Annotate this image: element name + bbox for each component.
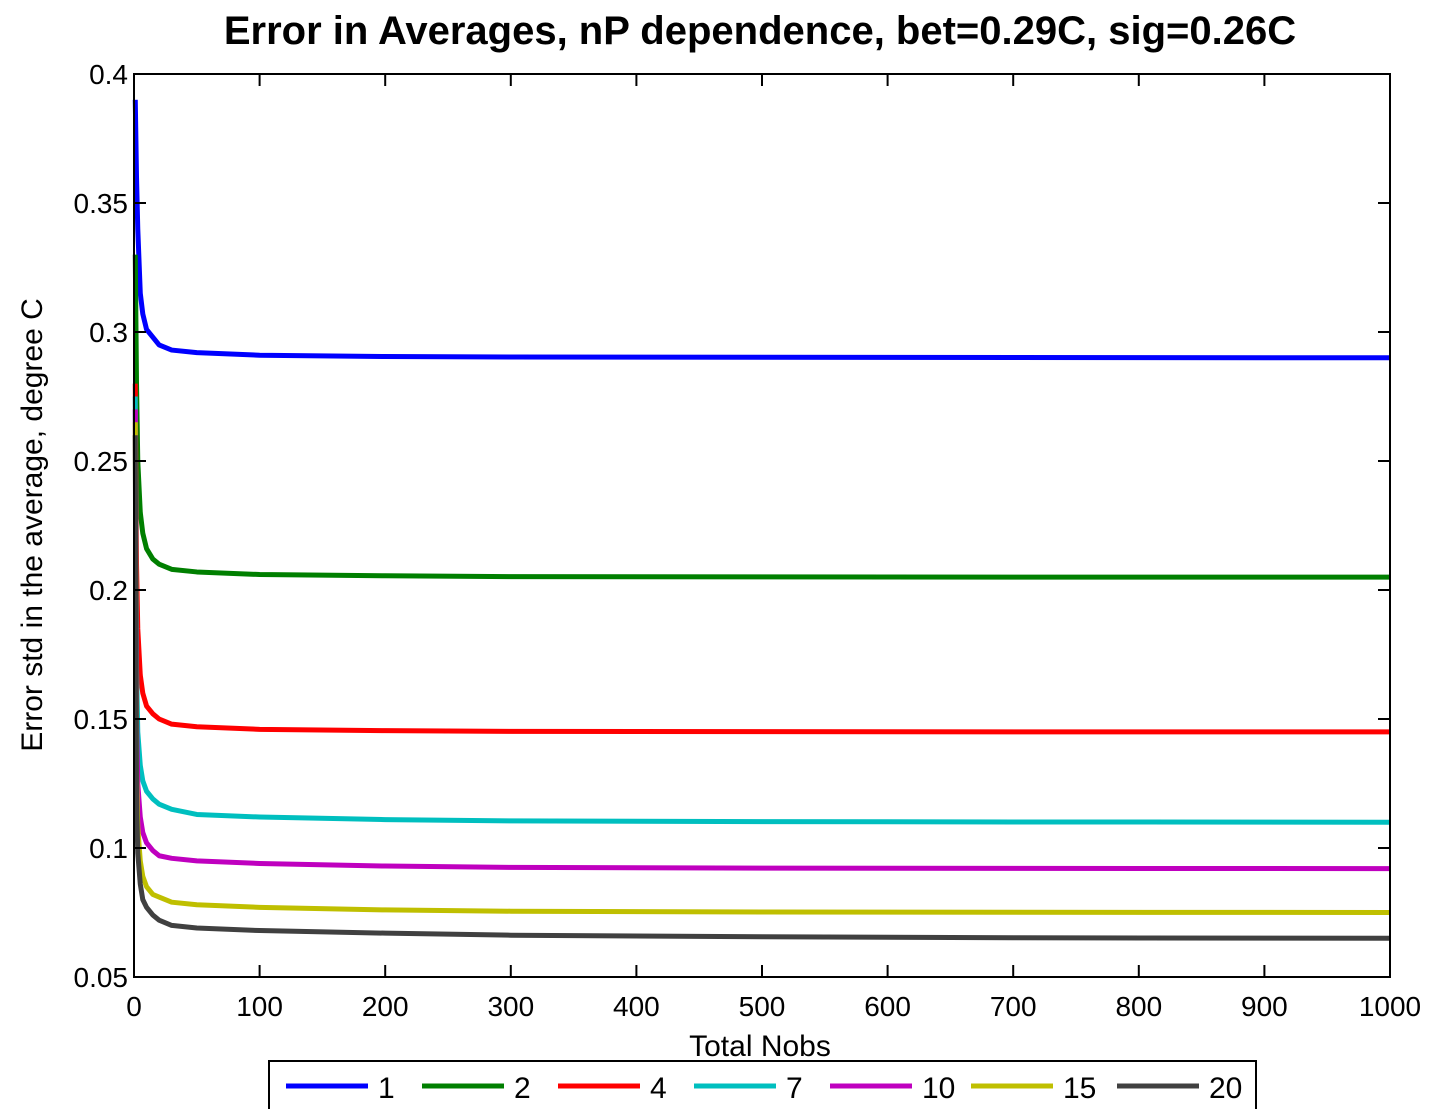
series-line-7 [132,396,1391,825]
x-tick-label: 900 [1241,991,1288,1022]
tick-layer [133,73,1391,978]
legend-label-10: 10 [922,1072,955,1105]
x-axis-label: Total Nobs [689,1030,831,1063]
x-tick-label: 100 [236,991,283,1022]
x-tick-label: 800 [1115,991,1162,1022]
x-tick-label: 700 [990,991,1037,1022]
series-line-10 [132,409,1391,872]
x-tick-label: 0 [126,991,142,1022]
legend-label-4: 4 [650,1072,667,1105]
series-layer [132,99,1391,941]
legend-label-2: 2 [514,1072,531,1105]
x-tick-label: 500 [739,991,786,1022]
tick-label-layer: 0 100 200 300 400 500 600 700 800 900 1000 0.05 0.1 0… [74,59,1422,1022]
y-tick-label: 0.25 [74,446,129,477]
series-line-20 [132,435,1391,941]
y-tick-label: 0.3 [89,317,128,348]
y-tick-label: 0.2 [89,575,128,606]
legend-item-10: 10 [830,1072,955,1105]
x-tick-label: 300 [487,991,534,1022]
legend-label-1: 1 [378,1072,395,1105]
legend-item-15: 15 [971,1072,1096,1105]
legend-item-20: 20 [1117,1072,1242,1105]
legend: 1 2 4 7 10 15 20 [286,1072,1242,1105]
series-line-1 [132,99,1391,361]
legend-item-2: 2 [422,1072,531,1105]
legend-item-1: 1 [286,1072,395,1105]
legend-label-20: 20 [1209,1072,1242,1105]
y-tick-label: 0.15 [74,704,129,735]
series-line-2 [132,254,1390,580]
y-tick-label: 0.35 [74,188,129,219]
chart-title: Error in Averages, nP dependence, bet=0.… [224,9,1296,53]
plot-area-frame [133,73,1391,978]
series-line-4 [132,383,1390,735]
y-axis-label: Error std in the average, degree C [16,298,49,752]
y-tick-label: 0.1 [89,833,128,864]
x-tick-label: 600 [864,991,911,1022]
x-tick-label: 200 [362,991,409,1022]
y-tick-label: 0.05 [74,962,129,993]
x-tick-label: 1000 [1359,991,1421,1022]
series-line-15 [132,422,1391,915]
legend-label-15: 15 [1063,1072,1096,1105]
legend-item-7: 7 [694,1072,803,1105]
y-tick-label: 0.4 [89,59,128,90]
legend-label-7: 7 [786,1072,803,1105]
legend-item-4: 4 [558,1072,667,1105]
x-tick-label: 400 [613,991,660,1022]
